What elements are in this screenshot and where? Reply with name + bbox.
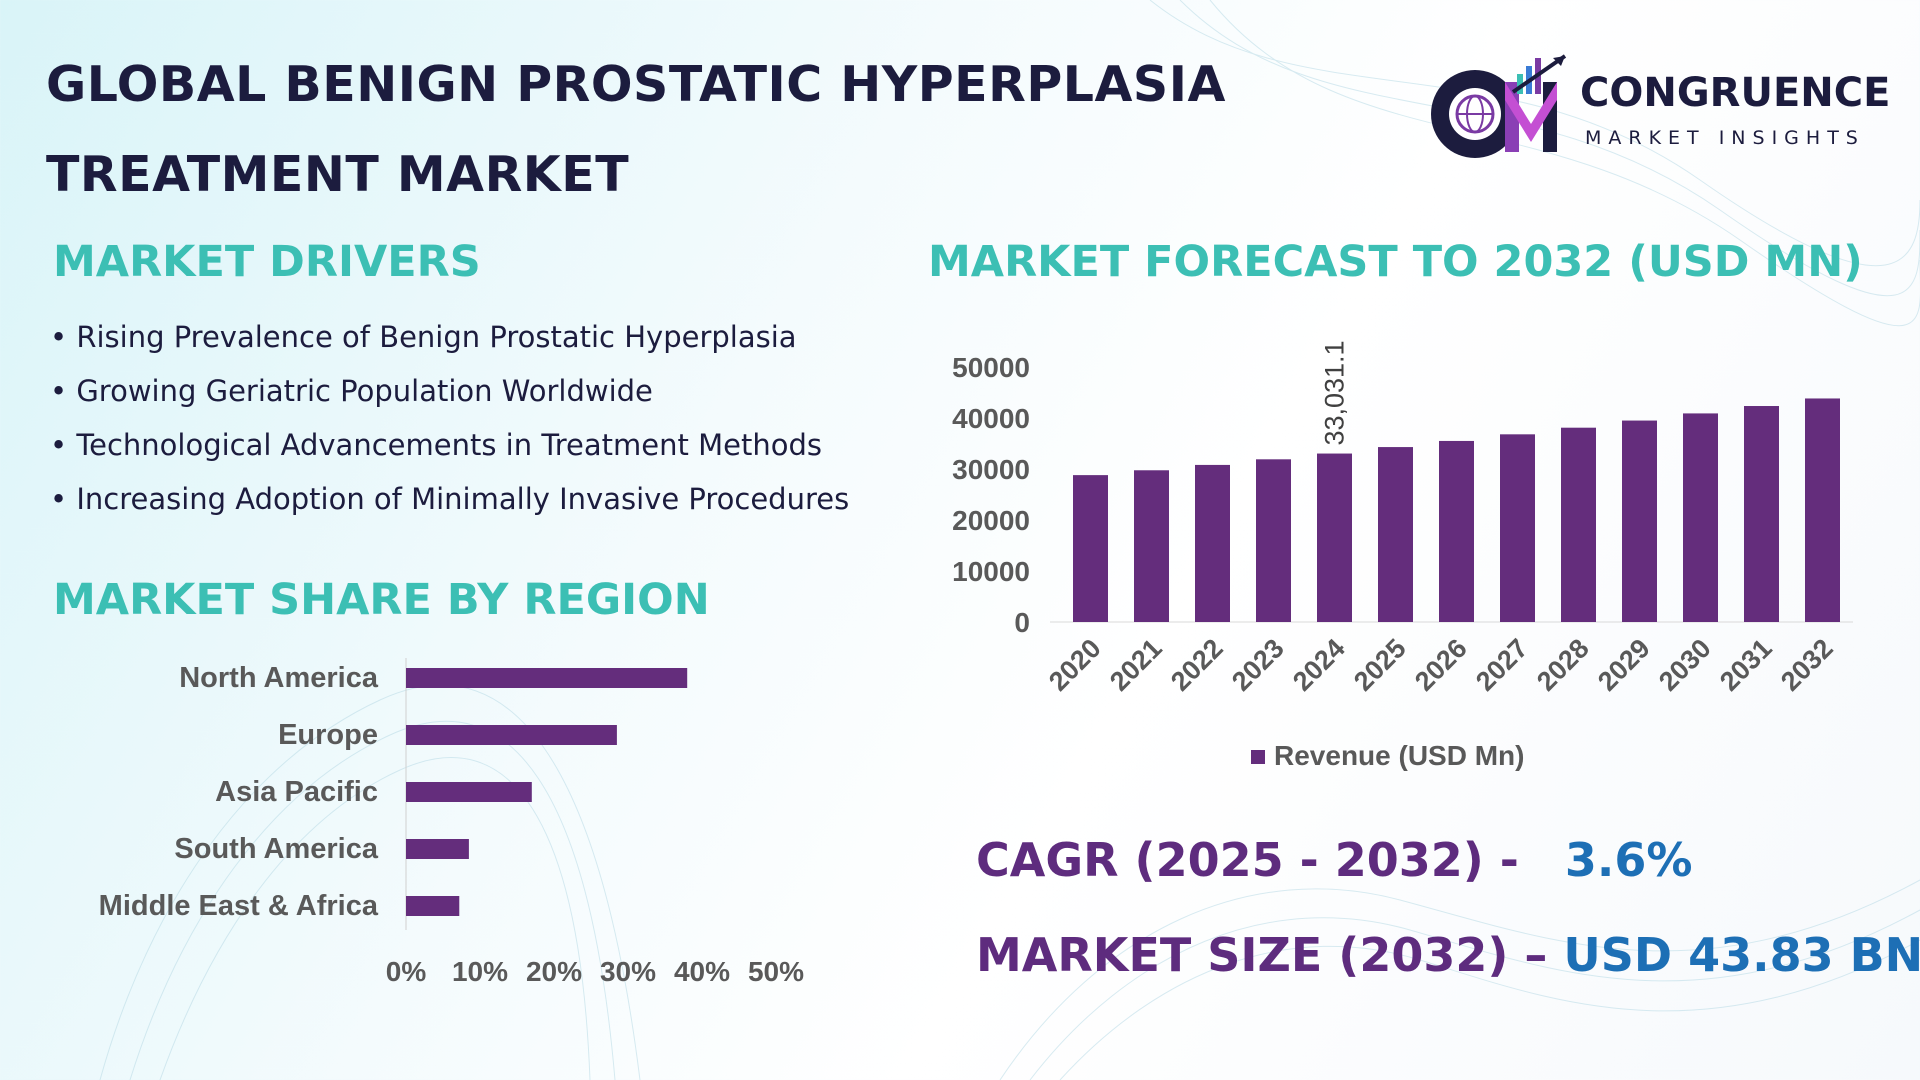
region-share-chart: North America Europe Asia Pacific South Ame… (99, 658, 804, 987)
driver-item: • Increasing Adoption of Minimally Invas… (50, 482, 850, 516)
data-label-2024: 33,031.1 (1320, 340, 1350, 445)
bar-2020 (1073, 475, 1108, 622)
bar-middle-east-africa (406, 896, 460, 916)
x-tick-label: 2027 (1470, 633, 1534, 697)
y-tick-label: 30000 (952, 454, 1030, 485)
market-forecast-chart: 0100002000030000400005000020202021202220… (952, 340, 1853, 771)
category-label: North America (179, 662, 379, 694)
cagr-stat: CAGR (2025 - 2032) - 3.6% (976, 833, 1692, 887)
bar-2029 (1622, 420, 1657, 622)
market-size-label: MARKET SIZE (2032) – (976, 928, 1548, 982)
bar-2026 (1439, 440, 1474, 622)
cagr-label: CAGR (2025 - 2032) - (976, 833, 1519, 887)
market-size-stat: MARKET SIZE (2032) – USD 43.83 BN (976, 928, 1920, 982)
y-tick-label: 20000 (952, 505, 1030, 536)
cagr-value: 3.6% (1564, 833, 1693, 887)
y-tick-label: 50000 (952, 352, 1030, 383)
category-label: Middle East & Africa (99, 890, 379, 922)
x-tick-label: 0% (386, 956, 427, 987)
logo-name: CONGRUENCE (1580, 70, 1891, 116)
title-line-1: GLOBAL BENIGN PROSTATIC HYPERPLASIA (46, 56, 1226, 113)
x-tick-label: 2032 (1775, 633, 1839, 697)
x-tick-label: 50% (748, 956, 804, 987)
x-tick-label: 2031 (1714, 633, 1778, 697)
bar-2024 (1317, 453, 1352, 622)
forecast-heading: MARKET FORECAST TO 2032 (USD MN) (928, 237, 1863, 287)
bar-2032 (1805, 398, 1840, 622)
title-line-2: TREATMENT MARKET (46, 146, 630, 203)
x-tick-label: 10% (452, 956, 508, 987)
x-tick-label: 2021 (1104, 633, 1168, 697)
legend-swatch (1251, 750, 1265, 764)
x-tick-label: 20% (526, 956, 582, 987)
bar-2030 (1683, 413, 1718, 622)
bar-asia-pacific (406, 782, 532, 802)
x-tick-label: 2029 (1592, 633, 1656, 697)
category-label: Asia Pacific (215, 776, 378, 808)
legend-label: Revenue (USD Mn) (1274, 740, 1524, 771)
x-tick-label: 2028 (1531, 633, 1595, 697)
x-tick-label: 30% (600, 956, 656, 987)
bar-2027 (1500, 434, 1535, 622)
logo-tagline: MARKET INSIGHTS (1585, 127, 1865, 149)
y-tick-label: 40000 (952, 403, 1030, 434)
bar-2031 (1744, 406, 1779, 622)
x-tick-label: 40% (674, 956, 730, 987)
category-label: South America (174, 833, 378, 865)
drivers-list: • Rising Prevalence of Benign Prostatic … (50, 310, 849, 526)
bar-north-america (406, 668, 688, 688)
y-tick-label: 10000 (952, 556, 1030, 587)
bar-2023 (1256, 459, 1291, 622)
y-tick-label: 0 (1014, 607, 1030, 638)
bar-2022 (1195, 464, 1230, 622)
market-size-value: USD 43.83 BN (1563, 928, 1920, 982)
driver-item: • Rising Prevalence of Benign Prostatic … (50, 320, 797, 354)
bar-2025 (1378, 447, 1413, 622)
x-tick-label: 2023 (1226, 633, 1290, 697)
x-tick-label: 2020 (1043, 633, 1107, 697)
x-tick-label: 2025 (1348, 633, 1412, 697)
bar-2028 (1561, 427, 1596, 622)
region-heading: MARKET SHARE BY REGION (53, 575, 710, 625)
drivers-heading: MARKET DRIVERS (53, 237, 481, 287)
bar-europe (406, 725, 617, 745)
page-title: GLOBAL BENIGN PROSTATIC HYPERPLASIA TREA… (46, 40, 1296, 220)
logo-mark-icon (1431, 54, 1567, 158)
category-label: Europe (278, 719, 378, 751)
x-tick-label: 2024 (1287, 633, 1351, 697)
x-tick-label: 2022 (1165, 633, 1229, 697)
driver-item: • Technological Advancements in Treatmen… (50, 428, 822, 462)
driver-item: • Growing Geriatric Population Worldwide (50, 374, 653, 408)
bar-2021 (1134, 470, 1169, 622)
company-logo: CONGRUENCE MARKET INSIGHTS (1425, 52, 1895, 162)
x-tick-label: 2030 (1653, 633, 1717, 697)
bar-south-america (406, 839, 469, 859)
x-tick-label: 2026 (1409, 633, 1473, 697)
